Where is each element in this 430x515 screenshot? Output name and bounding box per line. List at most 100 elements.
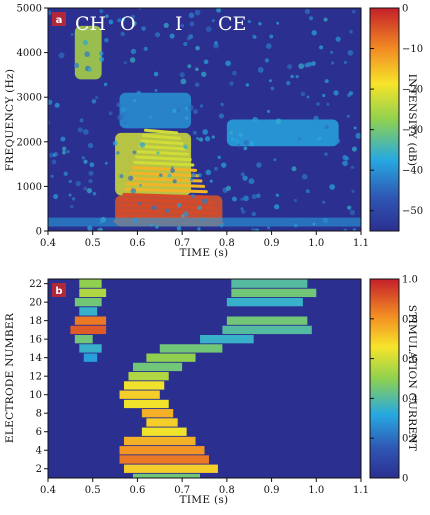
electrode-12-segment bbox=[128, 372, 169, 381]
spectrogram-harmonic bbox=[142, 134, 181, 140]
spectrogram-speckle bbox=[230, 137, 235, 142]
spectrogram-speckle bbox=[298, 63, 305, 69]
electrode-11-segment bbox=[124, 381, 165, 390]
spectrogram-speckle bbox=[330, 61, 335, 65]
spectrogram-speckle bbox=[352, 228, 356, 231]
spectrogram-speckle bbox=[81, 156, 85, 160]
spectrogram-speckle bbox=[164, 208, 170, 214]
spectrogram-speckle bbox=[197, 227, 201, 231]
spectrogram-speckle bbox=[256, 193, 261, 199]
spectrogram-speckle bbox=[179, 72, 185, 78]
spectrogram-speckle bbox=[185, 107, 189, 110]
colorbar-tick-label: 0 bbox=[402, 474, 408, 485]
spectrogram-speckle bbox=[243, 195, 249, 202]
spectrogram-speckle bbox=[143, 46, 148, 51]
colorbar-tick-label: 1.0 bbox=[402, 275, 418, 286]
spectrogram-speckle bbox=[293, 198, 298, 203]
spectrogram-speckle bbox=[252, 34, 256, 38]
spectrogram-speckle bbox=[172, 179, 177, 184]
spectrogram-speckle bbox=[330, 50, 334, 54]
spectrogram-speckle bbox=[226, 185, 232, 191]
electrode-13-segment bbox=[132, 362, 183, 372]
electrode-20-segment bbox=[74, 297, 102, 307]
electrode-16-segment bbox=[200, 334, 254, 344]
spectrogram-speckle bbox=[185, 116, 189, 120]
spectrogram-speckle bbox=[311, 30, 317, 36]
colorbar-tick-label: −40 bbox=[402, 166, 423, 177]
spectrogram-speckle bbox=[136, 90, 141, 96]
spectrogram-speckle bbox=[308, 16, 314, 21]
panel-b-plot-area bbox=[48, 279, 361, 478]
spectrogram-speckle bbox=[252, 116, 259, 123]
spectrogram-speckle bbox=[306, 95, 310, 99]
spectrogram-speckle bbox=[194, 82, 200, 87]
spectrogram-speckle bbox=[53, 194, 59, 200]
spectrogram-speckle bbox=[79, 118, 84, 123]
spectrogram-speckle bbox=[214, 166, 218, 171]
spectrogram-speckle bbox=[349, 209, 356, 216]
spectrogram-speckle bbox=[291, 166, 297, 172]
spectrogram-speckle bbox=[75, 180, 81, 187]
x-tick-label: 0.9 bbox=[264, 485, 280, 496]
spectrogram-speckle bbox=[205, 26, 212, 33]
spectrogram-speckle bbox=[324, 125, 329, 130]
spectrogram-speckle bbox=[324, 79, 329, 84]
spectrogram-speckle bbox=[189, 177, 194, 182]
phoneme-ch: CH bbox=[75, 13, 106, 35]
spectrogram-speckle bbox=[98, 56, 105, 62]
colorbar-tick-label: −20 bbox=[402, 85, 423, 96]
spectrogram-speckle bbox=[347, 205, 352, 210]
spectrogram-speckle bbox=[349, 29, 353, 34]
phoneme-o: O bbox=[120, 13, 136, 35]
spectrogram-speckle bbox=[326, 102, 330, 106]
colorbar-tick-label: 0.2 bbox=[402, 434, 418, 445]
electrode-15-segment bbox=[159, 344, 223, 353]
electrode-18-segment bbox=[226, 316, 308, 325]
spectrogram-speckle bbox=[297, 137, 301, 141]
spectrogram-speckle bbox=[248, 178, 255, 185]
spectrogram-speckle bbox=[257, 67, 264, 73]
spectrogram-speckle bbox=[242, 175, 248, 181]
spectrogram-speckle bbox=[48, 120, 51, 125]
spectrogram-speckle bbox=[264, 58, 270, 63]
spectrogram-speckle bbox=[189, 21, 195, 27]
spectrogram-speckle bbox=[240, 172, 245, 177]
colorbar-tick-label: 0.6 bbox=[402, 354, 418, 365]
spectrogram-speckle bbox=[347, 50, 354, 56]
spectrogram-speckle bbox=[190, 193, 196, 199]
electrode-22-segment bbox=[79, 279, 102, 288]
spectrogram-speckle bbox=[92, 191, 97, 196]
spectrogram-speckle bbox=[83, 186, 88, 191]
spectrogram-speckle bbox=[300, 91, 306, 97]
spectrogram-speckle bbox=[311, 61, 316, 66]
spectrogram-speckle bbox=[216, 8, 222, 13]
x-tick-label: 0.4 bbox=[40, 485, 56, 496]
spectrogram-speckle bbox=[117, 114, 124, 121]
spectrogram-speckle bbox=[82, 129, 89, 135]
spectrogram-speckle bbox=[247, 20, 251, 24]
spectrogram-speckle bbox=[243, 139, 250, 146]
panel-b-colorbar bbox=[369, 278, 400, 479]
x-tick-label: 0.5 bbox=[85, 238, 101, 249]
spectrogram-speckle bbox=[194, 9, 201, 16]
spectrogram-speckle bbox=[274, 204, 280, 210]
spectrogram-speckle bbox=[153, 71, 159, 77]
spectrogram-speckle bbox=[50, 174, 54, 178]
spectrogram-speckle bbox=[251, 227, 255, 231]
panel-b-y-ticks: 2 4 6 8 10 12 14 16 18 20 22 bbox=[29, 279, 48, 475]
spectrogram-speckle bbox=[329, 184, 336, 190]
spectrogram-harmonic bbox=[133, 160, 195, 167]
spectrogram-speckle bbox=[229, 131, 233, 135]
spectrogram-speckle bbox=[256, 162, 262, 168]
electrode-5-segment bbox=[124, 436, 196, 446]
y-tick-label: 18 bbox=[29, 316, 42, 327]
spectrogram-speckle bbox=[87, 67, 93, 72]
spectrogram-harmonic bbox=[131, 166, 198, 172]
spectrogram-speckle bbox=[343, 228, 348, 231]
spectrogram-speckle bbox=[342, 160, 348, 167]
spectrogram-speckle bbox=[323, 17, 328, 22]
spectrogram-speckle bbox=[258, 22, 262, 26]
spectrogram-harmonic bbox=[143, 128, 179, 135]
panel-b-x-axis-title: TIME (s) bbox=[180, 494, 229, 506]
y-tick-label: 1000 bbox=[17, 182, 42, 193]
